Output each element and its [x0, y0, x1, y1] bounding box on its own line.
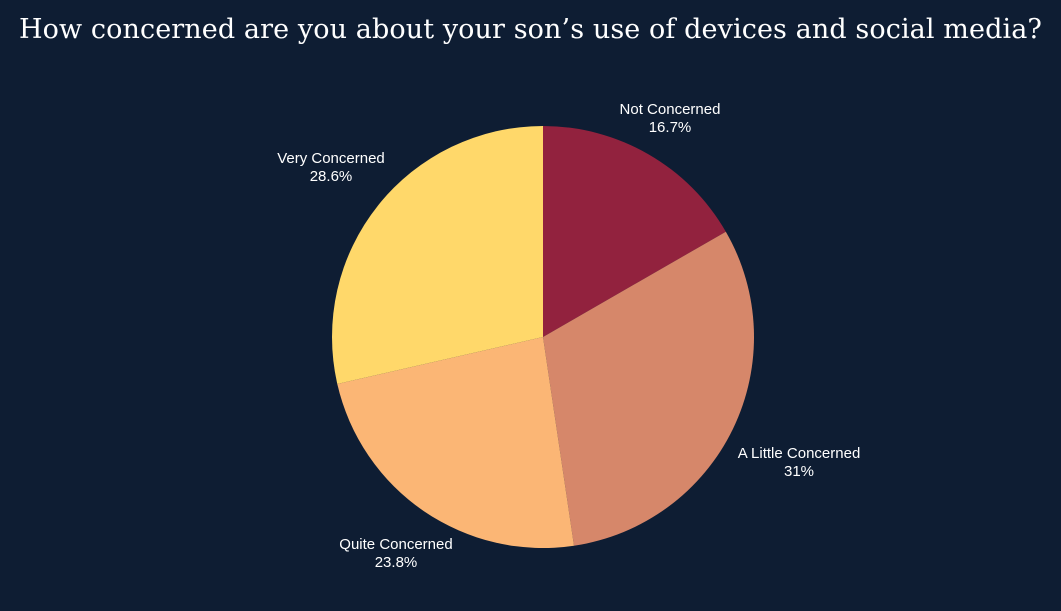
slice-value-not-concerned: 16.7%: [649, 119, 692, 136]
slice-label-not-concerned: Not Concerned: [620, 101, 721, 118]
pie-slice-quite-concerned: [337, 337, 575, 549]
slice-value-very-concerned: 28.6%: [310, 168, 353, 185]
pie-slice-not-concerned: [543, 126, 726, 337]
slice-value-a-little-concerned: 31%: [784, 463, 814, 480]
slice-label-very-concerned: Very Concerned: [277, 150, 385, 167]
pie-slice-very-concerned: [332, 126, 543, 384]
pie-slice-a-little-concerned: [543, 231, 754, 546]
slice-label-quite-concerned: Quite Concerned: [339, 536, 452, 553]
chart-title: How concerned are you about your son’s u…: [19, 14, 1042, 45]
slice-label-a-little-concerned: A Little Concerned: [738, 445, 861, 462]
slice-value-quite-concerned: 23.8%: [375, 554, 418, 571]
